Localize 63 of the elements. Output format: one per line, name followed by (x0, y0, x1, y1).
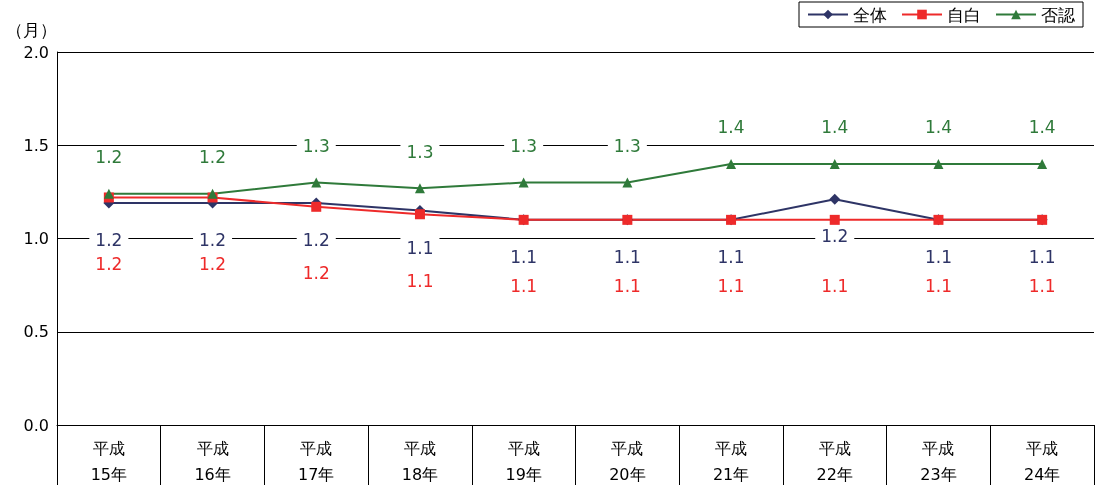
data-label: 1.2 (302, 230, 330, 251)
x-tick-label: 平成 21年 (712, 438, 750, 484)
x-tick-label: 平成 22年 (816, 438, 853, 484)
y-tick-label: 1.5 (23, 135, 49, 155)
data-label: 1.1 (510, 246, 538, 267)
legend-label: 全体 (853, 4, 887, 25)
data-label: 1.3 (510, 136, 538, 157)
data-label: 1.2 (302, 263, 330, 284)
y-tick-label: 2.0 (23, 42, 49, 62)
data-label: 1.1 (924, 276, 952, 297)
data-label: 1.2 (199, 230, 227, 251)
data-label: 1.2 (95, 230, 123, 251)
point (829, 193, 841, 205)
x-tick-label: 平成 23年 (920, 438, 957, 484)
point (103, 188, 114, 199)
data-label: 1.1 (1028, 276, 1056, 297)
data-label: 1.3 (406, 141, 434, 162)
y-tick-label: 0.5 (23, 322, 49, 342)
y-axis-title: （月） (6, 19, 57, 40)
x-tick-label: 平成 18年 (401, 438, 439, 484)
data-label: 1.1 (406, 270, 434, 291)
point (933, 158, 944, 169)
data-label: 1.2 (95, 253, 123, 274)
x-tick-label: 平成 20年 (609, 438, 646, 484)
data-label: 1.1 (613, 276, 641, 297)
data-label: 1.4 (821, 117, 849, 138)
x-tick-label: 平成 15年 (90, 438, 128, 484)
data-label: 1.2 (95, 147, 123, 168)
data-label: 1.1 (717, 276, 745, 297)
data-label: 1.1 (406, 237, 434, 258)
point (414, 183, 425, 194)
data-label: 1.4 (717, 117, 745, 138)
point (414, 209, 425, 220)
y-tick-label: 0.0 (23, 415, 49, 435)
point (518, 177, 529, 188)
point (1037, 158, 1048, 169)
data-label: 1.3 (302, 136, 330, 157)
legend-label: 自白 (947, 4, 981, 25)
data-label: 1.4 (1028, 117, 1056, 138)
data-label: 1.2 (821, 226, 849, 247)
point (311, 177, 322, 188)
data-label: 1.3 (613, 136, 641, 157)
data-label: 1.1 (510, 276, 538, 297)
point (207, 188, 218, 199)
x-tick-label: 平成 19年 (505, 438, 542, 484)
data-label: 1.1 (717, 246, 745, 267)
x-tick-label: 平成 24年 (1023, 438, 1061, 484)
point (726, 158, 737, 169)
data-label: 1.1 (821, 276, 849, 297)
x-tick-label: 平成 16年 (194, 438, 231, 484)
data-label: 1.1 (1028, 246, 1056, 267)
point (829, 214, 840, 225)
point (311, 201, 322, 212)
y-tick-label: 1.0 (23, 229, 49, 248)
data-label: 1.1 (613, 246, 641, 267)
data-label: 1.4 (924, 117, 952, 138)
data-label: 1.1 (924, 246, 952, 267)
x-tick-label: 平成 17年 (298, 438, 335, 484)
point (622, 177, 633, 188)
point (829, 158, 840, 169)
data-label: 1.2 (199, 253, 227, 274)
data-label: 1.2 (199, 147, 227, 168)
legend-label: 否認 (1041, 4, 1075, 25)
